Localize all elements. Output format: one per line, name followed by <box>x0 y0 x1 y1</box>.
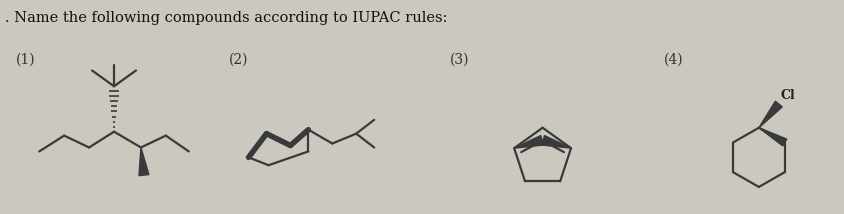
Polygon shape <box>758 128 786 146</box>
Text: . Name the following compounds according to IUPAC rules:: . Name the following compounds according… <box>5 11 447 25</box>
Polygon shape <box>513 135 543 148</box>
Polygon shape <box>758 101 782 128</box>
Text: (2): (2) <box>229 53 248 67</box>
Text: (4): (4) <box>663 53 683 67</box>
Text: (3): (3) <box>449 53 469 67</box>
Polygon shape <box>138 147 149 176</box>
Text: (1): (1) <box>16 53 36 67</box>
Text: Cl: Cl <box>780 89 795 102</box>
Polygon shape <box>541 135 571 148</box>
